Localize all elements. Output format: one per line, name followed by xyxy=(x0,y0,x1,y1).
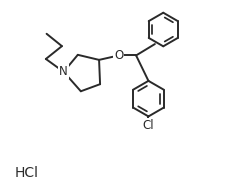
Text: Cl: Cl xyxy=(143,119,154,132)
Text: O: O xyxy=(114,49,124,62)
Text: HCl: HCl xyxy=(15,166,39,180)
Text: N: N xyxy=(59,65,68,78)
